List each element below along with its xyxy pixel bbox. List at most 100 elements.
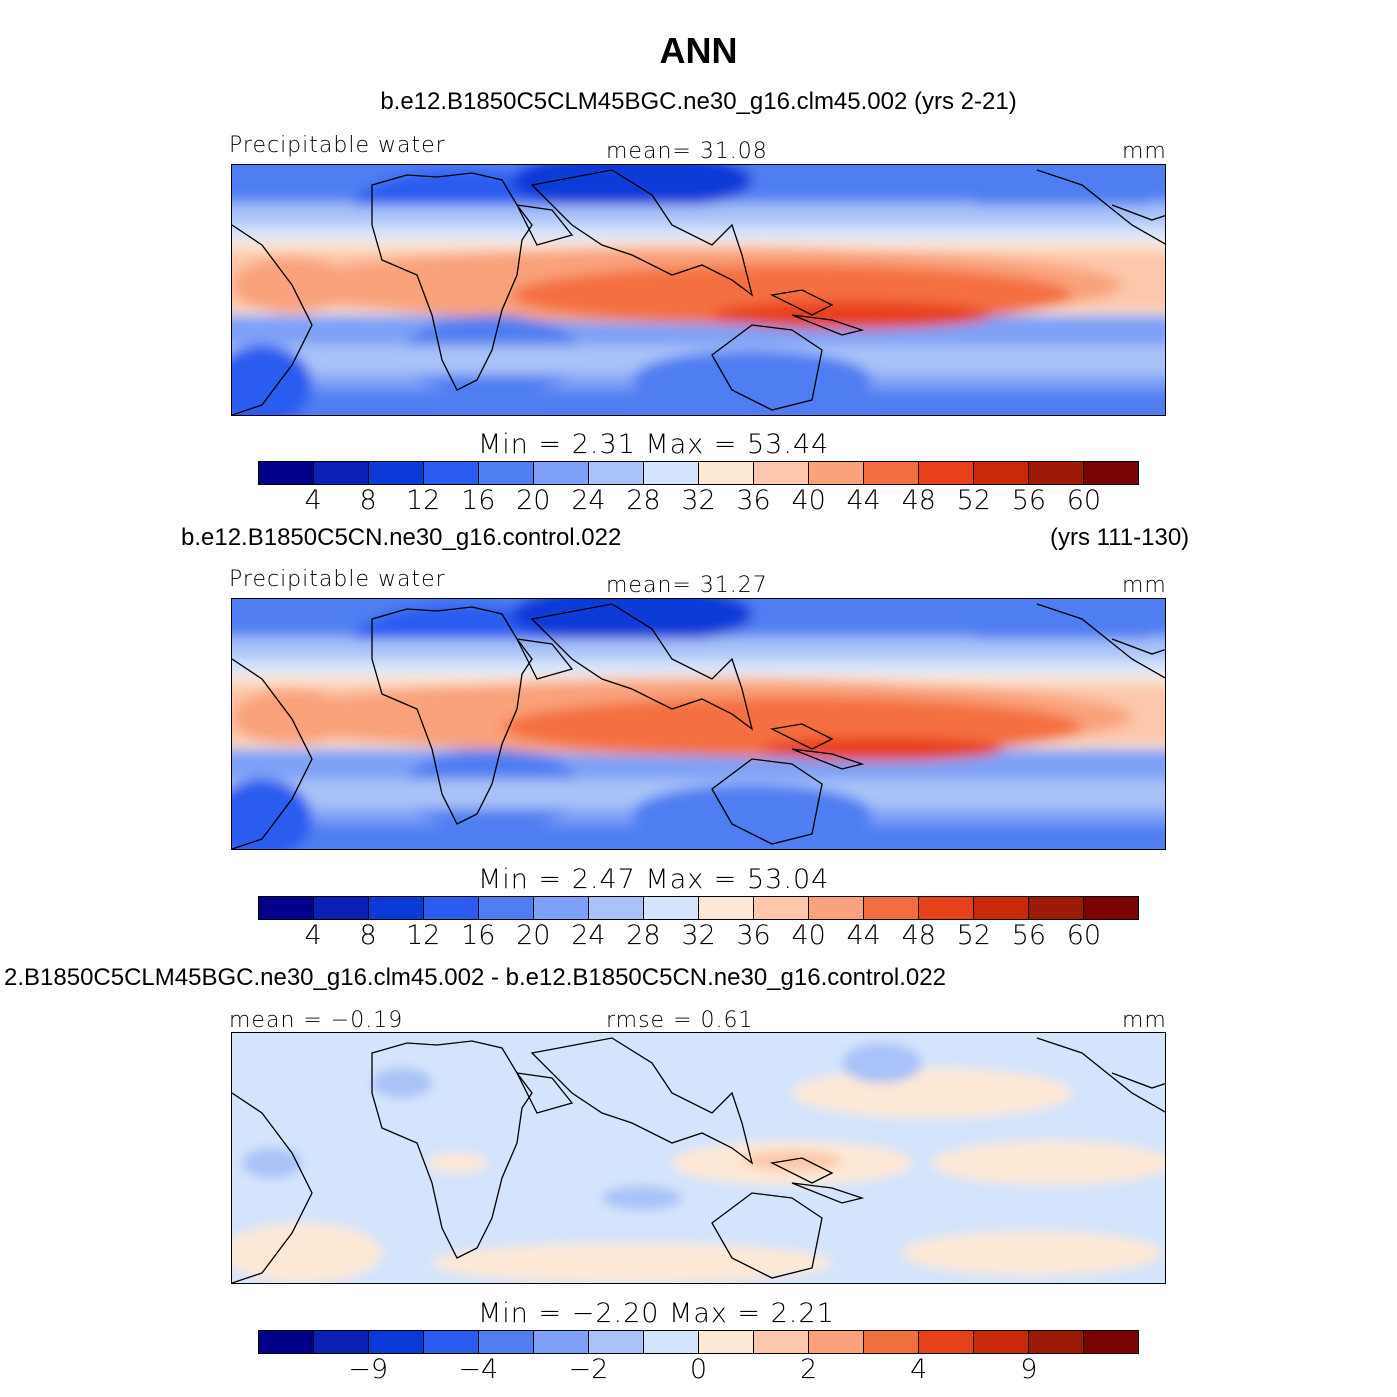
colorbar-tick-label: 52 (956, 920, 991, 951)
panel1-colorbar (258, 461, 1139, 485)
colorbar-swatch (974, 462, 1029, 484)
colorbar-tick-label: 20 (516, 485, 551, 516)
colorbar-swatch (754, 1331, 809, 1353)
colorbar-tick-label: 8 (359, 485, 377, 516)
panel3-map (231, 1032, 1166, 1284)
panel3-map-svg (232, 1033, 1165, 1283)
colorbar-swatch (259, 462, 314, 484)
colorbar-tick-label: 12 (406, 485, 441, 516)
colorbar-tick-label: 48 (901, 485, 936, 516)
panel2-units-label: mm (1122, 573, 1167, 598)
panel1-map-svg (232, 165, 1165, 415)
panel3-minmax: Min = −2.20 Max = 2.21 (478, 1298, 835, 1329)
colorbar-swatch (479, 462, 534, 484)
colorbar-tick-label: −2 (568, 1354, 609, 1385)
colorbar-tick-label: 20 (516, 920, 551, 951)
colorbar-tick-label: 16 (461, 920, 496, 951)
colorbar-tick-label: 4 (304, 485, 322, 516)
figure-title: ANN (659, 30, 738, 71)
colorbar-tick-label: 8 (359, 920, 377, 951)
colorbar-swatch (479, 897, 534, 919)
colorbar-tick-label: 56 (1011, 485, 1047, 516)
colorbar-tick-label: 28 (626, 920, 661, 951)
colorbar-swatch (369, 1331, 424, 1353)
colorbar-swatch (424, 897, 479, 919)
colorbar-swatch (534, 897, 589, 919)
colorbar-swatch (589, 1331, 644, 1353)
colorbar-tick-label: 52 (956, 485, 991, 516)
colorbar-swatch (754, 462, 809, 484)
colorbar-tick-label: 60 (1066, 920, 1102, 951)
colorbar-tick-label: 56 (1011, 920, 1047, 951)
colorbar-swatch (589, 462, 644, 484)
panel3-units-label: mm (1122, 1008, 1167, 1033)
colorbar-tick-label: 28 (626, 485, 661, 516)
panel2-mean-label: mean= 31.27 (606, 573, 768, 598)
colorbar-tick-label: 32 (681, 920, 716, 951)
colorbar-swatch (644, 1331, 699, 1353)
colorbar-swatch (864, 462, 919, 484)
colorbar-swatch (1084, 1331, 1138, 1353)
colorbar-tick-label: 24 (571, 920, 606, 951)
colorbar-swatch (699, 897, 754, 919)
colorbar-swatch (369, 462, 424, 484)
colorbar-swatch (1029, 1331, 1084, 1353)
colorbar-swatch (1029, 462, 1084, 484)
colorbar-swatch (424, 1331, 479, 1353)
colorbar-swatch (1084, 462, 1138, 484)
colorbar-tick-label: 0 (689, 1354, 708, 1385)
colorbar-swatch (314, 1331, 369, 1353)
colorbar-tick-label: 60 (1066, 485, 1102, 516)
colorbar-tick-label: 40 (791, 485, 826, 516)
colorbar-tick-label: −9 (348, 1354, 389, 1385)
panel2-variable-label: Precipitable water (229, 567, 446, 592)
colorbar-swatch (864, 897, 919, 919)
colorbar-swatch (314, 462, 369, 484)
panel2-colorbar (258, 896, 1139, 920)
panel2-case-years: (yrs 111-130) (1050, 524, 1190, 551)
colorbar-tick-label: 4 (304, 920, 322, 951)
colorbar-swatch (974, 897, 1029, 919)
colorbar-swatch (534, 1331, 589, 1353)
colorbar-swatch (974, 1331, 1029, 1353)
colorbar-swatch (259, 897, 314, 919)
colorbar-swatch (699, 462, 754, 484)
colorbar-tick-label: 36 (736, 920, 771, 951)
panel1-units-label: mm (1122, 139, 1167, 164)
panel1-case-title: b.e12.B1850C5CLM45BGC.ne30_g16.clm45.002… (380, 88, 1017, 115)
colorbar-tick-label: 12 (406, 920, 441, 951)
panel2-minmax: Min = 2.47 Max = 53.04 (478, 864, 830, 895)
colorbar-swatch (1084, 897, 1138, 919)
colorbar-swatch (424, 462, 479, 484)
colorbar-swatch (534, 462, 589, 484)
colorbar-swatch (259, 1331, 314, 1353)
colorbar-swatch (644, 897, 699, 919)
colorbar-tick-label: 48 (901, 920, 936, 951)
colorbar-swatch (919, 462, 974, 484)
colorbar-swatch (589, 897, 644, 919)
colorbar-tick-label: 4 (910, 1354, 928, 1385)
colorbar-tick-label: 44 (846, 920, 881, 951)
colorbar-swatch (644, 462, 699, 484)
colorbar-swatch (699, 1331, 754, 1353)
colorbar-swatch (1029, 897, 1084, 919)
panel2-map (231, 598, 1166, 850)
colorbar-tick-label: 16 (461, 485, 496, 516)
colorbar-swatch (754, 897, 809, 919)
colorbar-swatch (369, 897, 424, 919)
panel3-mean-label: mean = −0.19 (229, 1008, 404, 1033)
colorbar-swatch (314, 897, 369, 919)
colorbar-swatch (919, 1331, 974, 1353)
colorbar-tick-label: 36 (736, 485, 771, 516)
colorbar-swatch (864, 1331, 919, 1353)
colorbar-tick-label: 24 (571, 485, 606, 516)
panel1-map (231, 164, 1166, 416)
panel1-variable-label: Precipitable water (229, 133, 446, 158)
panel1-mean-label: mean= 31.08 (606, 139, 768, 164)
colorbar-tick-label: 32 (681, 485, 716, 516)
colorbar-swatch (809, 897, 864, 919)
panel1-minmax: Min = 2.31 Max = 53.44 (478, 429, 830, 460)
colorbar-tick-label: 40 (791, 920, 826, 951)
colorbar-tick-label: 2 (800, 1354, 818, 1385)
colorbar-tick-label: 44 (846, 485, 881, 516)
